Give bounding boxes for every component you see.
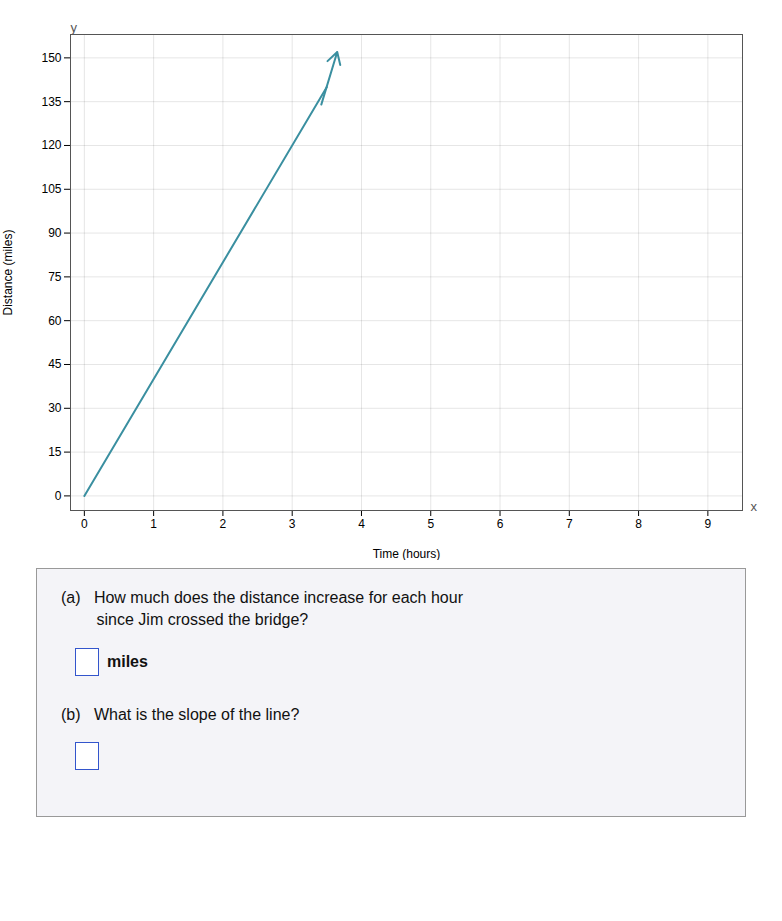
svg-text:1: 1 [150,517,157,531]
svg-text:x: x [751,499,758,514]
svg-text:120: 120 [41,138,61,152]
svg-text:135: 135 [41,95,61,109]
html-text:(b) What is the slope of the l: (b) What is the slope of the line? [61,705,300,723]
html-text:miles: miles [107,652,148,670]
svg-text:Distance (miles): Distance (miles) [1,229,15,315]
svg-text:0: 0 [55,489,62,503]
svg-text:6: 6 [497,517,504,531]
html-text:(a) How much does the distance: (a) How much does the distance increase … [61,589,463,629]
svg-text:30: 30 [48,401,62,415]
svg-text:90: 90 [48,226,62,240]
svg-text:8: 8 [635,517,642,531]
svg-text:5: 5 [427,517,434,531]
svg-text:0: 0 [81,517,88,531]
svg-text:150: 150 [41,51,61,65]
svg-text:y: y [71,20,78,35]
svg-text:7: 7 [566,517,573,531]
svg-text:45: 45 [48,357,62,371]
svg-text:15: 15 [48,445,62,459]
svg-text:60: 60 [48,314,62,328]
svg-text:3: 3 [289,517,296,531]
svg-text:Time (hours): Time (hours) [373,547,441,561]
svg-text:9: 9 [705,517,712,531]
svg-text:4: 4 [358,517,365,531]
svg-text:105: 105 [41,182,61,196]
svg-text:2: 2 [220,517,227,531]
svg-text:75: 75 [48,270,62,284]
